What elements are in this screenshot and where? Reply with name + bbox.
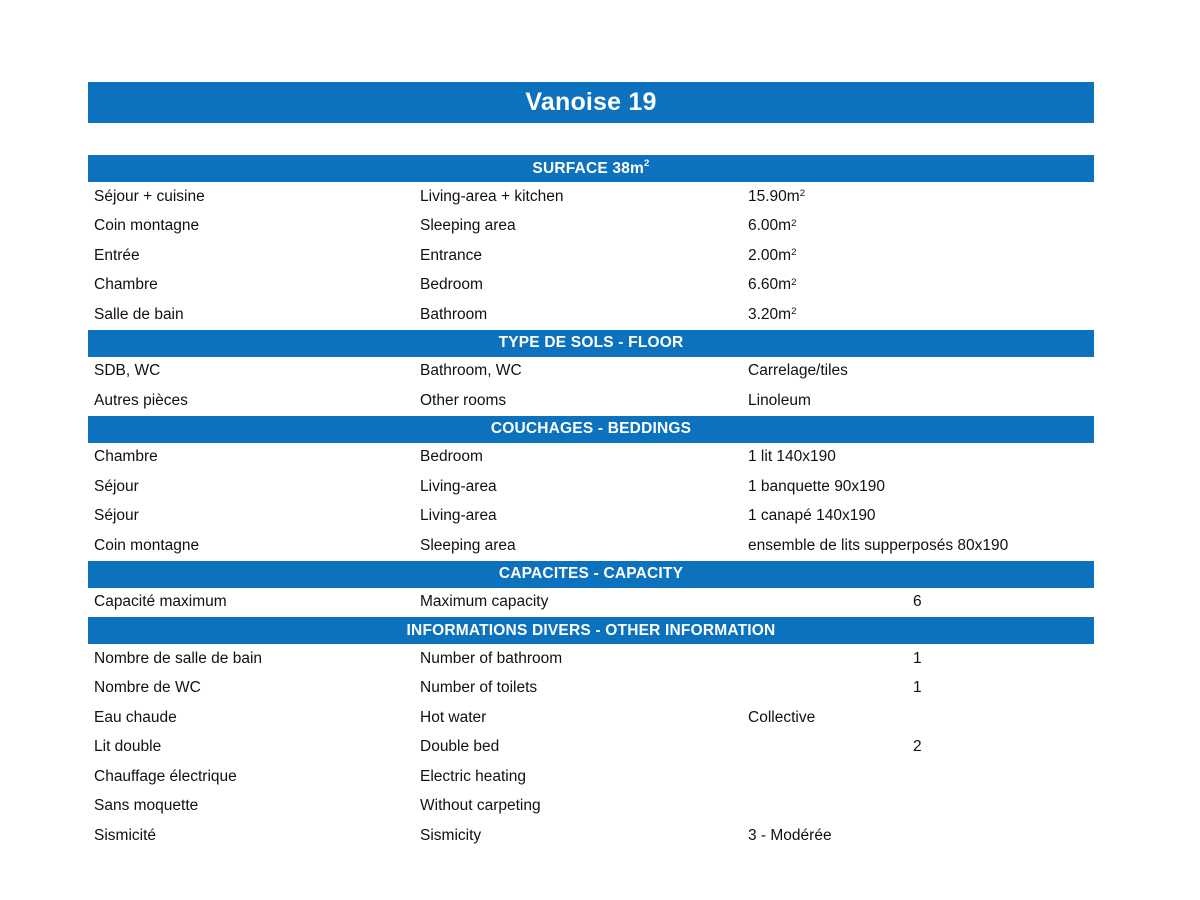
cell-number: 1	[913, 679, 922, 697]
cell-label-fr: Chambre	[94, 276, 158, 294]
cell-label-fr: Autres pièces	[94, 391, 188, 409]
table-row: Séjour + cuisine Living-area + kitchen 1…	[88, 182, 1094, 212]
cell-label-fr: Séjour + cuisine	[94, 187, 205, 205]
section-header-floor: TYPE DE SOLS - FLOOR	[88, 329, 1094, 357]
cell-label-en: Living-area + kitchen	[420, 187, 564, 205]
cell-label-en: Without carpeting	[420, 797, 541, 815]
cell-label-en: Sleeping area	[420, 536, 516, 554]
section-floor: TYPE DE SOLS - FLOOR SDB, WC Bathroom, W…	[88, 329, 1094, 416]
section-header-other-information: INFORMATIONS DIVERS - OTHER INFORMATION	[88, 617, 1094, 644]
title-gap	[88, 123, 1094, 155]
cell-value: 3.20m2	[748, 305, 797, 323]
cell-label-en: Number of toilets	[420, 679, 538, 697]
cell-label-en: Sismicity	[420, 826, 482, 844]
table-row: Séjour Living-area 1 canapé 140x190	[88, 502, 1094, 532]
cell-label-fr: Sans moquette	[94, 797, 199, 815]
cell-label-fr: Coin montagne	[94, 217, 200, 235]
cell-label-en: Electric heating	[420, 767, 526, 785]
cell-label-fr: Nombre de salle de bain	[94, 649, 263, 667]
section-header-capacity: CAPACITES - CAPACITY	[88, 560, 1094, 588]
cell-label-en: Living-area	[420, 507, 497, 525]
spec-sheet: Vanoise 19 SURFACE 38m 2 Séjour + cuisine…	[88, 82, 1094, 851]
table-row: Chauffage électrique Electric heating	[88, 762, 1094, 792]
cell-label-en: Sleeping area	[420, 217, 516, 235]
cell-label-en: Bedroom	[420, 448, 483, 466]
page-title: Vanoise 19	[88, 82, 1094, 123]
cell-value: 15.90m2	[748, 187, 806, 205]
cell-label-fr: Eau chaude	[94, 708, 177, 726]
cell-value: 1 banquette 90x190	[748, 477, 886, 495]
cell-value: Carrelage/tiles	[748, 362, 848, 380]
table-row: Chambre Bedroom 6.60m2	[88, 271, 1094, 301]
cell-label-en: Double bed	[420, 738, 500, 756]
cell-number: 6	[913, 593, 922, 611]
cell-number: 1	[913, 649, 922, 667]
table-row: Salle de bain Bathroom 3.20m2	[88, 300, 1094, 330]
cell-label-fr: Salle de bain	[94, 305, 184, 323]
table-row: SDB, WC Bathroom, WC Carrelage/tiles	[88, 357, 1094, 387]
section-header-beddings: COUCHAGES - BEDDINGS	[88, 415, 1094, 443]
cell-value: Collective	[748, 708, 816, 726]
section-other-information: INFORMATIONS DIVERS - OTHER INFORMATION …	[88, 617, 1094, 851]
table-row: Nombre de WC Number of toilets 1	[88, 674, 1094, 704]
cell-label-en: Living-area	[420, 477, 497, 495]
cell-label-fr: Chauffage électrique	[94, 767, 237, 785]
table-row: Chambre Bedroom 1 lit 140x190	[88, 443, 1094, 473]
cell-label-fr: Capacité maximum	[94, 593, 227, 611]
cell-label-en: Entrance	[420, 246, 483, 264]
table-row: Coin montagne Sleeping area ensemble de …	[88, 531, 1094, 561]
cell-label-en: Hot water	[420, 708, 487, 726]
cell-label-en: Other rooms	[420, 391, 507, 409]
cell-label-fr: SDB, WC	[94, 362, 161, 380]
table-row: Coin montagne Sleeping area 6.00m2	[88, 212, 1094, 242]
table-row: Eau chaude Hot water Collective	[88, 703, 1094, 733]
cell-label-en: Maximum capacity	[420, 593, 549, 611]
table-row: Autres pièces Other rooms Linoleum	[88, 386, 1094, 416]
cell-value: 3 - Modérée	[748, 826, 832, 844]
cell-label-en: Bathroom	[420, 305, 488, 323]
table-row: Séjour Living-area 1 banquette 90x190	[88, 472, 1094, 502]
cell-label-fr: Lit double	[94, 738, 162, 756]
section-beddings: COUCHAGES - BEDDINGS Chambre Bedroom 1 l…	[88, 415, 1094, 561]
cell-label-fr: Séjour	[94, 477, 139, 495]
cell-label-fr: Chambre	[94, 448, 158, 466]
table-row: Lit double Double bed 2	[88, 733, 1094, 763]
cell-label-fr: Entrée	[94, 246, 140, 264]
cell-label-en: Bathroom, WC	[420, 362, 522, 380]
cell-label-en: Number of bathroom	[420, 649, 563, 667]
cell-label-fr: Séjour	[94, 507, 139, 525]
cell-value: 6.00m2	[748, 217, 797, 235]
cell-value: 2.00m2	[748, 246, 797, 264]
cell-label-fr: Coin montagne	[94, 536, 200, 554]
table-row: Nombre de salle de bain Number of bathro…	[88, 644, 1094, 674]
table-row: Entrée Entrance 2.00m2	[88, 241, 1094, 271]
section-surface: SURFACE 38m 2 Séjour + cuisine Living-are…	[88, 155, 1094, 330]
cell-label-fr: Sismicité	[94, 826, 157, 844]
cell-number: 2	[913, 738, 922, 756]
section-header-surface: SURFACE 38m 2	[88, 155, 1094, 182]
table-row: Sans moquette Without carpeting	[88, 792, 1094, 822]
table-row: Capacité maximum Maximum capacity 6	[88, 588, 1094, 618]
cell-value: Linoleum	[748, 391, 811, 409]
cell-value: ensemble de lits supperposés 80x190	[748, 536, 1009, 554]
cell-value: 1 lit 140x190	[748, 448, 836, 466]
cell-label-fr: Nombre de WC	[94, 679, 201, 697]
section-capacity: CAPACITES - CAPACITY Capacité maximum Ma…	[88, 560, 1094, 618]
table-row: Sismicité Sismicity 3 - Modérée	[88, 821, 1094, 851]
cell-label-en: Bedroom	[420, 276, 483, 294]
cell-value: 1 canapé 140x190	[748, 507, 876, 525]
cell-value: 6.60m2	[748, 276, 797, 294]
